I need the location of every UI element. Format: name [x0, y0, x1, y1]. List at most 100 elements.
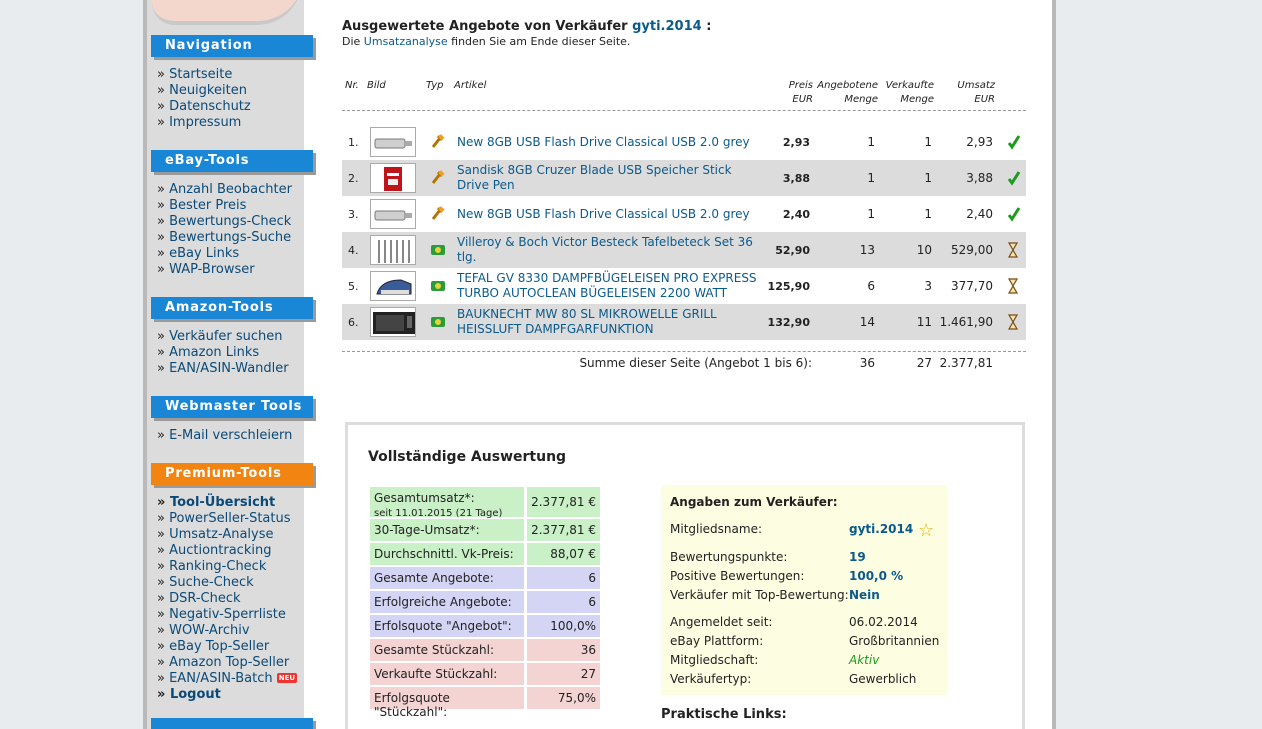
membership-label: Mitgliedschaft: — [670, 653, 759, 667]
product-thumbnail[interactable] — [370, 127, 416, 157]
sold-value: 1 — [924, 207, 932, 221]
sidebar: Navigation Startseite Neuigkeiten Datens… — [147, 0, 313, 729]
offered-value: 1 — [867, 135, 875, 149]
sidebar-item-ean-asin-batch[interactable]: EAN/ASIN-Batch NEU — [157, 671, 298, 687]
sidebar-item-dsr-check[interactable]: DSR-Check — [157, 591, 297, 607]
sidebar-item-bewertungs-check[interactable]: Bewertungs-Check — [157, 214, 292, 230]
sidebar-section-amazon-tools: Amazon-Tools — [151, 297, 313, 319]
product-thumbnail[interactable] — [370, 163, 416, 193]
sidebar-item-email-verschleiern[interactable]: E-Mail verschleiern — [157, 428, 292, 444]
article-link[interactable]: New 8GB USB Flash Drive Classical USB 2.… — [457, 207, 750, 221]
page-subtitle: Die Umsatzanalyse finden Sie am Ende die… — [342, 35, 630, 48]
stat-value: 36 — [527, 639, 600, 661]
seller-info-box: Angaben zum Verkäufer: Mitgliedsname: gy… — [661, 485, 947, 695]
stat-label: Gesamte Angebote: — [370, 567, 524, 589]
positive-label: Positive Bewertungen: — [670, 569, 805, 583]
umsatzanalyse-link[interactable]: Umsatzanalyse — [363, 35, 448, 48]
stat-row: Gesamte Angebote: 6 — [370, 567, 600, 589]
hourglass-icon — [1007, 278, 1019, 298]
table-divider — [342, 351, 1026, 352]
product-thumbnail[interactable] — [370, 235, 416, 265]
article-link[interactable]: Sandisk 8GB Cruzer Blade USB Speicher St… — [457, 163, 732, 192]
stat-value: 100,0% — [527, 615, 600, 637]
table-row: 1. New 8GB USB Flash Drive Classical USB … — [342, 124, 1026, 160]
sidebar-item-auctiontracking[interactable]: Auctiontracking — [157, 543, 297, 559]
table-divider — [342, 110, 1026, 111]
sidebar-item-wow-archiv[interactable]: WOW-Archiv — [157, 623, 297, 639]
table-row: 5. TEFAL GV 8330 DAMPFBÜGELEISEN PRO EXPR… — [342, 268, 1026, 304]
evaluation-panel: Vollständige Auswertung Gesamtumsatz*: se… — [345, 422, 1025, 729]
sidebar-section-premium-tools: Premium-Tools — [151, 463, 313, 485]
product-thumbnail[interactable] — [370, 271, 416, 301]
member-value[interactable]: gyti.2014 — [849, 522, 914, 536]
check-icon — [1007, 206, 1021, 226]
article-link[interactable]: TEFAL GV 8330 DAMPFBÜGELEISEN PRO EXPRES… — [457, 271, 757, 300]
product-thumbnail[interactable] — [370, 307, 416, 337]
stat-label: Gesamte Stückzahl: — [370, 639, 524, 661]
sidebar-item-negativ-sperrliste[interactable]: Negativ-Sperrliste — [157, 607, 297, 623]
sidebar-item-neuigkeiten[interactable]: Neuigkeiten — [157, 83, 251, 99]
article-link[interactable]: BAUKNECHT MW 80 SL MIKROWELLE GRILL HEIS… — [457, 307, 717, 336]
subtitle-prefix: Die — [342, 35, 361, 48]
sidebar-item-powerseller-status[interactable]: PowerSeller-Status — [157, 511, 297, 527]
stat-row: Erfolsquote "Angebot": 100,0% — [370, 615, 600, 637]
sidebar-item-datenschutz[interactable]: Datenschutz — [157, 99, 251, 115]
sold-value: 11 — [916, 315, 932, 329]
price-value: 3,88 — [782, 172, 810, 185]
sidebar-item-anzahl-beobachter[interactable]: Anzahl Beobachter — [157, 182, 292, 198]
revenue-value: 377,70 — [951, 279, 993, 293]
buy-now-money-icon — [430, 314, 446, 330]
sidebar-menu-ebay-tools: Anzahl Beobachter Bester Preis Bewertung… — [157, 182, 292, 278]
col-header-artikel: Artikel — [454, 80, 487, 91]
auction-hammer-icon — [430, 170, 446, 186]
stat-label-text: Durchschnittl. Vk-Preis: — [374, 547, 514, 561]
sidebar-item-wap-browser[interactable]: WAP-Browser — [157, 262, 292, 278]
stat-row: Durchschnittl. Vk-Preis: 88,07 € — [370, 543, 600, 565]
sidebar-item-ranking-check[interactable]: Ranking-Check — [157, 559, 297, 575]
sidebar-item-startseite[interactable]: Startseite — [157, 67, 251, 83]
article-link[interactable]: Villeroy & Boch Victor Besteck Tafelbete… — [457, 235, 753, 264]
seller-info-title: Angaben zum Verkäufer: — [670, 495, 838, 509]
sidebar-item-label: EAN/ASIN-Batch — [169, 671, 273, 686]
stat-label: 30-Tage-Umsatz*: — [370, 519, 524, 541]
sidebar-item-tool-uebersicht[interactable]: Tool-Übersicht — [157, 495, 297, 511]
col-header-preis-unit: EUR — [792, 94, 813, 105]
membership-value: Aktiv — [849, 653, 880, 667]
check-icon — [1007, 170, 1021, 190]
sidebar-item-impressum[interactable]: Impressum — [157, 115, 251, 131]
sidebar-item-ean-asin-wandler[interactable]: EAN/ASIN-Wandler — [157, 361, 289, 377]
col-header-nr: Nr. — [345, 80, 359, 91]
stat-value: 6 — [527, 567, 600, 589]
article-link[interactable]: New 8GB USB Flash Drive Classical USB 2.… — [457, 135, 750, 149]
stat-label: Erfolsquote "Angebot": — [370, 615, 524, 637]
points-value: 19 — [849, 550, 866, 564]
sidebar-item-bewertungs-suche[interactable]: Bewertungs-Suche — [157, 230, 292, 246]
row-number: 5. — [348, 280, 359, 293]
revenue-value: 2,40 — [966, 207, 993, 221]
sidebar-item-ebay-links[interactable]: eBay Links — [157, 246, 292, 262]
stat-label-text: 30-Tage-Umsatz*: — [374, 523, 480, 537]
col-header-umsatz: Umsatz EUR — [934, 79, 995, 107]
sidebar-menu-webmaster-tools: E-Mail verschleiern — [157, 428, 292, 444]
useful-links-title: Praktische Links: — [661, 707, 787, 722]
main-content: Ausgewertete Angebote von Verkäufer gyti… — [342, 0, 1032, 729]
sidebar-item-suche-check[interactable]: Suche-Check — [157, 575, 297, 591]
product-thumbnail[interactable] — [370, 199, 416, 229]
stat-value: 6 — [527, 591, 600, 613]
sidebar-item-verkaeufer-suchen[interactable]: Verkäufer suchen — [157, 329, 289, 345]
sidebar-item-umsatz-analyse[interactable]: Umsatz-Analyse — [157, 527, 297, 543]
stat-row: Erfolgreiche Angebote: 6 — [370, 591, 600, 613]
sum-offered: 36 — [859, 356, 875, 370]
stat-row: Gesamte Stückzahl: 36 — [370, 639, 600, 661]
sidebar-item-amazon-links[interactable]: Amazon Links — [157, 345, 289, 361]
sidebar-item-bester-preis[interactable]: Bester Preis — [157, 198, 292, 214]
sidebar-item-logout[interactable]: Logout — [157, 687, 297, 703]
sidebar-menu-premium-tools: Tool-Übersicht PowerSeller-Status Umsatz… — [157, 495, 298, 703]
new-badge: NEU — [276, 673, 298, 683]
sidebar-item-amazon-top-seller[interactable]: Amazon Top-Seller — [157, 655, 297, 671]
table-row: 2. Sandisk 8GB Cruzer Blade USB Speicher … — [342, 160, 1026, 196]
sidebar-item-ebay-top-seller[interactable]: eBay Top-Seller — [157, 639, 297, 655]
seller-link[interactable]: gyti.2014 — [632, 19, 702, 34]
col-header-preis-label: Preis — [788, 80, 813, 91]
table-row: 4. Villeroy & Boch Victor Besteck Tafelbe… — [342, 232, 1026, 268]
